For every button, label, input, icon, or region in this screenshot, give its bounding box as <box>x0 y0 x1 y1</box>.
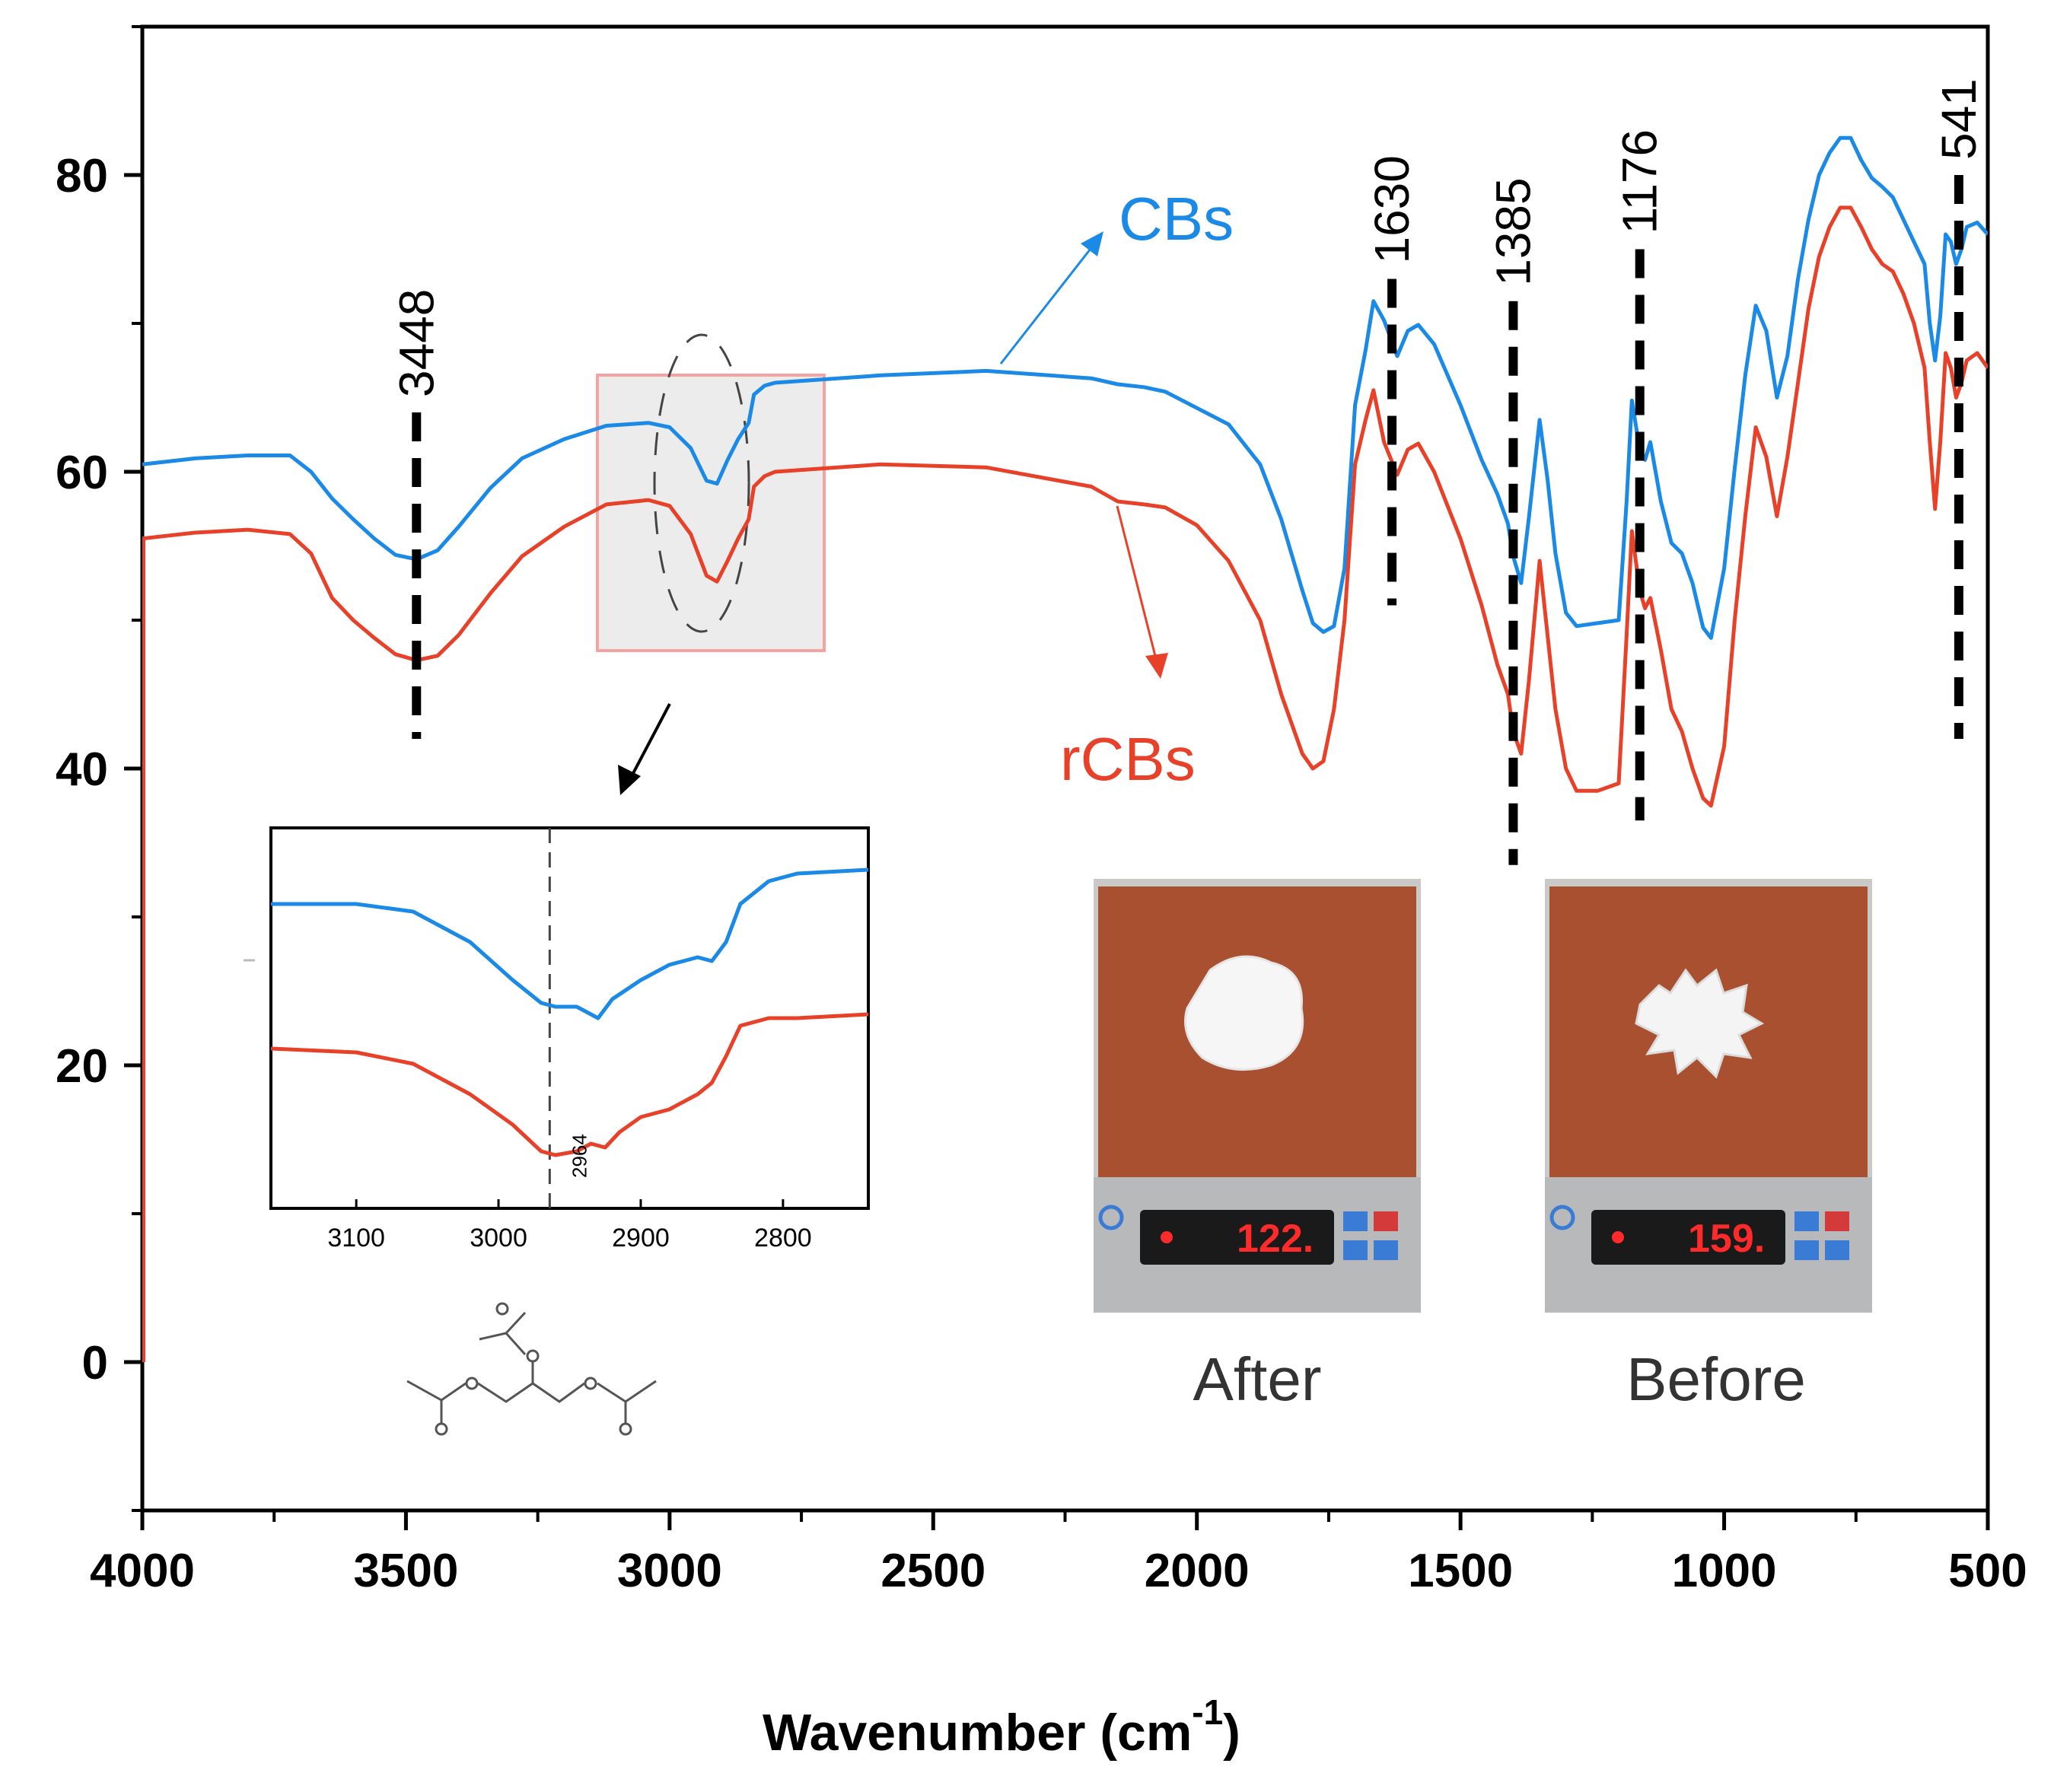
series-label-rcbs: rCBs <box>1060 725 1196 793</box>
y-axis: 0 20 40 60 80 <box>56 25 142 1512</box>
after-button-2 <box>1374 1211 1398 1231</box>
series-line-cbs <box>142 135 1988 640</box>
rcbs-arrow-line <box>1116 505 1158 663</box>
y-tick-label: 60 <box>56 447 108 499</box>
x-axis: 4000 3500 3000 2500 2000 1500 1000 500 <box>90 1510 2027 1597</box>
x-tick-label: 2000 <box>1145 1545 1250 1597</box>
before-caption: Before <box>1626 1345 1806 1413</box>
inset-marker-label: 2964 <box>568 1134 591 1178</box>
inset-x-axis: 3100 3000 2900 2800 <box>327 1199 812 1252</box>
series-layer <box>142 135 1988 1362</box>
series-label-cbs: CBs <box>1119 185 1234 253</box>
x-tick-label: 500 <box>1948 1545 2027 1597</box>
photo-before: 159. Before <box>1545 879 1872 1413</box>
after-button-3 <box>1343 1240 1368 1260</box>
photo-after: 122. After <box>1094 879 1421 1413</box>
inset-line-rcbs <box>271 1012 868 1157</box>
inset-tick-label: 3100 <box>327 1224 385 1252</box>
before-display <box>1591 1210 1785 1265</box>
peak-label-3448: 3448 <box>389 289 444 397</box>
after-display <box>1140 1210 1334 1265</box>
peak-label-541: 541 <box>1931 78 1986 160</box>
inset-pointer-line <box>630 703 671 777</box>
inset-series-layer: 2964 <box>271 828 868 1208</box>
rcbs-arrow-head <box>1145 653 1168 679</box>
before-sample <box>1635 968 1765 1079</box>
inset-tick-label: 2800 <box>754 1224 812 1252</box>
cbs-arrow-line <box>999 241 1097 364</box>
x-tick-label: 1000 <box>1672 1545 1777 1597</box>
after-button-1 <box>1343 1211 1368 1231</box>
before-display-dot <box>1612 1231 1624 1243</box>
inset-tick-label: 2900 <box>612 1224 670 1252</box>
x-tick-label: 3000 <box>617 1545 722 1597</box>
y-tick-label: 40 <box>56 743 108 796</box>
peak-label-1630: 1630 <box>1365 155 1419 263</box>
peak-label-1176: 1176 <box>1613 129 1667 234</box>
after-display-dot <box>1161 1231 1173 1243</box>
peak-label-1385: 1385 <box>1486 177 1540 285</box>
inset-pointer-head <box>618 765 641 795</box>
triacetin-structure <box>406 1302 657 1436</box>
before-button-1 <box>1794 1211 1819 1231</box>
after-caption: After <box>1193 1345 1322 1413</box>
series-line-rcbs <box>142 205 1988 808</box>
x-axis-title: Wavenumber (cm-1) <box>763 1692 1240 1762</box>
after-display-value: 122. <box>1237 1217 1314 1261</box>
x-tick-label: 4000 <box>90 1545 195 1597</box>
peak-markers: 3448 1630 1385 1176 541 <box>389 78 1986 865</box>
x-tick-label: 2500 <box>881 1545 986 1597</box>
inset-chart: 2964 3100 3000 2900 2800 <box>244 826 870 1252</box>
after-sample <box>1184 955 1304 1071</box>
zoom-region-box <box>596 374 826 652</box>
cbs-arrow-head <box>1081 231 1103 256</box>
after-logo <box>1098 1205 1124 1230</box>
before-button-3 <box>1794 1240 1819 1260</box>
inset-tick-label: 3000 <box>470 1224 527 1252</box>
x-tick-label: 3500 <box>353 1545 458 1597</box>
before-logo <box>1549 1205 1575 1230</box>
y-tick-label: 0 <box>82 1337 108 1389</box>
before-button-2 <box>1825 1211 1849 1231</box>
before-display-value: 159. <box>1688 1217 1765 1261</box>
inset-line-cbs <box>271 867 868 1020</box>
after-button-4 <box>1374 1240 1398 1260</box>
before-button-4 <box>1825 1240 1849 1260</box>
x-tick-label: 1500 <box>1408 1545 1513 1597</box>
y-tick-label: 80 <box>56 150 108 202</box>
y-tick-label: 20 <box>56 1040 108 1093</box>
zoom-region-ellipse <box>653 333 750 633</box>
